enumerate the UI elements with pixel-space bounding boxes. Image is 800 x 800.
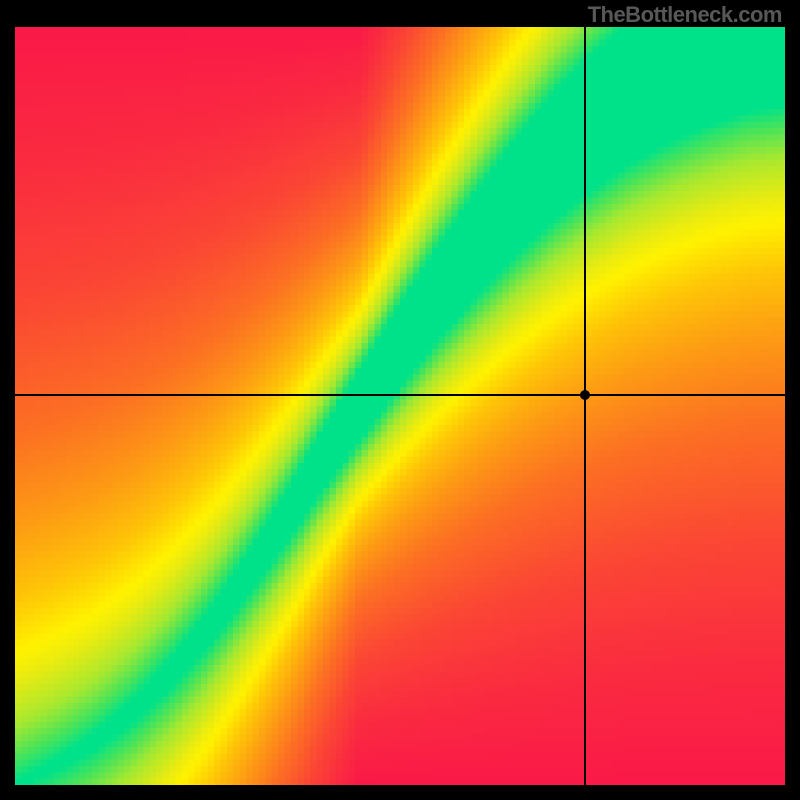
crosshair-marker: [580, 390, 590, 400]
crosshair-vertical: [584, 27, 586, 785]
frame: TheBottleneck.com: [0, 0, 800, 800]
watermark-text: TheBottleneck.com: [588, 2, 782, 28]
bottleneck-heatmap: [15, 27, 785, 785]
crosshair-horizontal: [15, 394, 785, 396]
